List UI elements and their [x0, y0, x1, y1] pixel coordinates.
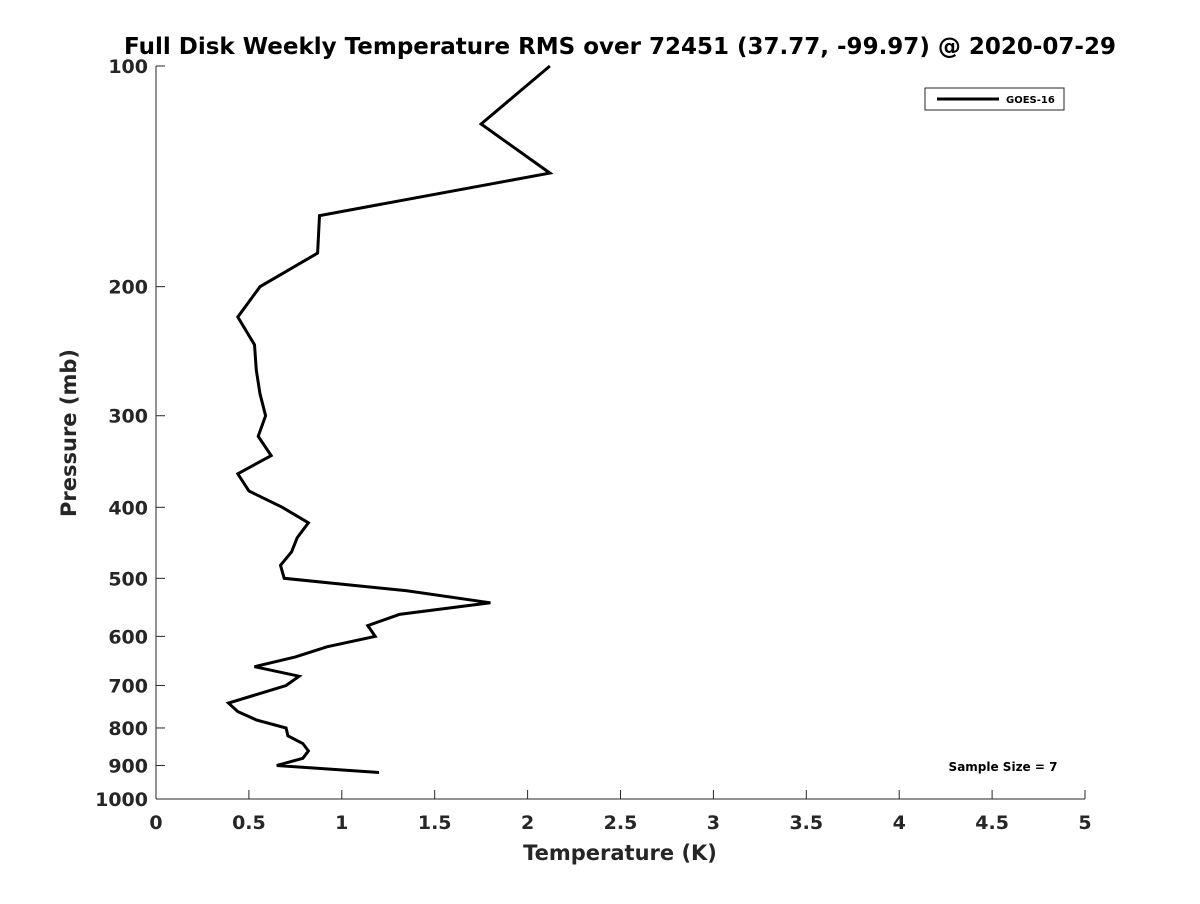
x-tick-label: 5: [1078, 812, 1091, 834]
x-tick-label: 1.5: [418, 812, 452, 834]
legend-label-goes-16: GOES-16: [1006, 95, 1055, 106]
x-tick-label: 3.5: [789, 812, 823, 834]
y-tick-label: 600: [108, 626, 148, 648]
x-tick-label: 2.5: [604, 812, 638, 834]
x-tick-label: 4: [893, 812, 906, 834]
x-tick-label: 0.5: [232, 812, 266, 834]
plot-area: [225, 64, 554, 774]
y-tick-label: 200: [108, 277, 148, 299]
x-tick-label: 3: [707, 812, 720, 834]
legend: GOES-16: [924, 87, 1065, 111]
x-tick-label: 4.5: [975, 812, 1009, 834]
y-tick-label: 100: [108, 56, 148, 78]
x-tick-label: 0: [149, 812, 162, 834]
x-tick-label: 2: [521, 812, 534, 834]
sample-size-annotation: Sample Size = 7: [949, 760, 1058, 774]
y-tick-label: 400: [108, 497, 148, 519]
y-tick-label: 900: [108, 755, 148, 777]
chart-title: Full Disk Weekly Temperature RMS over 72…: [124, 34, 1116, 60]
x-tick-label: 1: [335, 812, 348, 834]
x-ticks: 0 0.5 1 1.5 2 2.5 3 3.5 4 4.5 5: [149, 790, 1092, 834]
y-tick-label: 500: [108, 568, 148, 590]
y-tick-label: 800: [108, 718, 148, 740]
y-tick-label: 300: [108, 406, 148, 428]
y-tick-label: 1000: [95, 789, 148, 811]
y-tick-label: 700: [108, 675, 148, 697]
series-line-goes-16: [225, 64, 554, 774]
y-axis-label: Pressure (mb): [57, 349, 81, 517]
y-ticks: 100 200 300 400 500 600 700 800 900 1000: [95, 56, 165, 811]
x-axis-label: Temperature (K): [523, 841, 717, 865]
